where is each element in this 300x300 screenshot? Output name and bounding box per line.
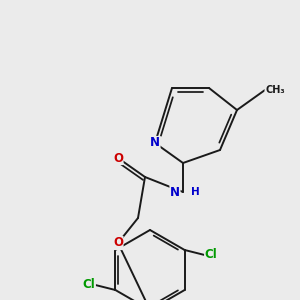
Text: O: O (113, 236, 123, 250)
Text: N: N (170, 185, 180, 199)
Text: N: N (150, 136, 160, 149)
Text: O: O (113, 152, 123, 164)
Text: Cl: Cl (205, 248, 218, 262)
Text: H: H (190, 187, 200, 197)
Text: Cl: Cl (82, 278, 95, 292)
Text: CH₃: CH₃ (265, 85, 285, 95)
